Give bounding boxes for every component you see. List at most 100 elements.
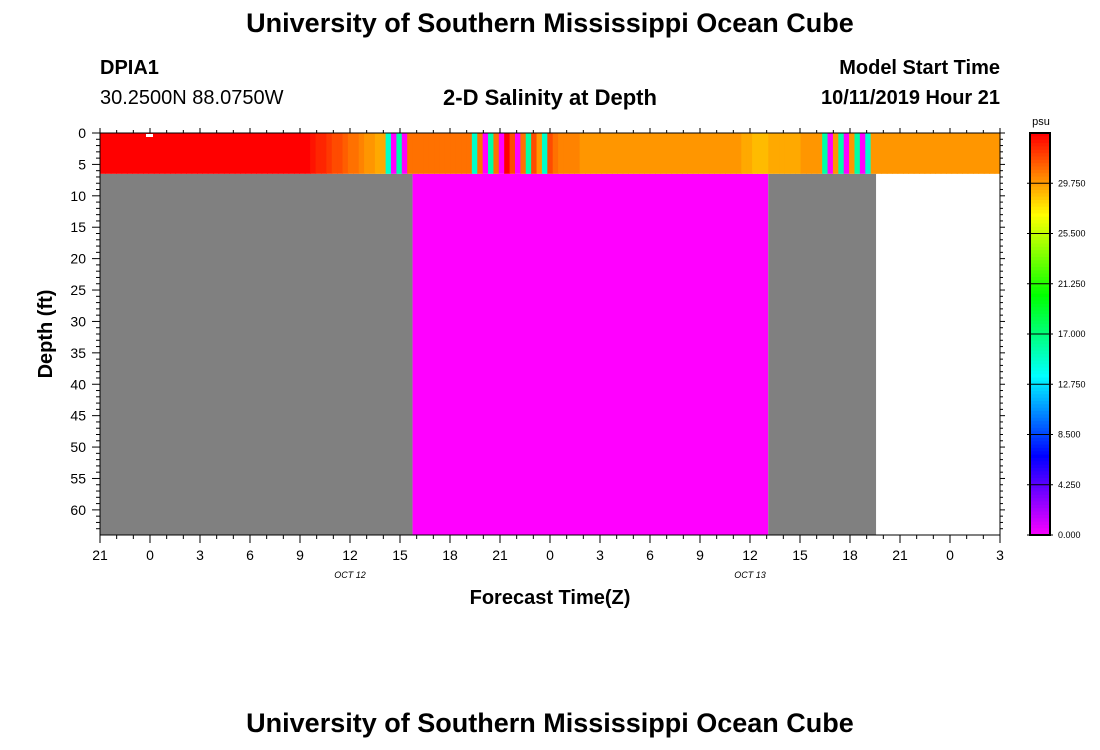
y-tick-label: 55 [70, 470, 86, 486]
colorbar-segment [1030, 173, 1050, 178]
surface-cell [956, 133, 963, 174]
surface-cell [768, 133, 775, 174]
surface-cell [126, 133, 133, 174]
surface-cell [843, 133, 850, 174]
surface-cell [568, 133, 575, 174]
surface-cell [644, 133, 651, 174]
colorbar-segment [1030, 243, 1050, 248]
colorbar-segment [1030, 531, 1050, 536]
surface-cell [353, 133, 360, 174]
surface-cell [962, 133, 969, 174]
colorbar-segment [1030, 478, 1050, 483]
surface-cell [622, 133, 629, 174]
surface-cell [617, 133, 624, 174]
surface-cell [320, 133, 327, 174]
surface-cell [816, 133, 823, 174]
surface-cell [849, 133, 856, 174]
surface-cell [186, 133, 193, 174]
surface-cell [256, 133, 263, 174]
colorbar-segment [1030, 377, 1050, 382]
colorbar-label: 29.750 [1058, 178, 1086, 188]
colorbar-segment [1030, 210, 1050, 215]
surface-cell [450, 133, 457, 174]
colorbar-segment [1030, 344, 1050, 349]
colorbar-segment [1030, 347, 1050, 352]
surface-cell [741, 133, 748, 174]
surface-cell [180, 133, 187, 174]
x-tick-label: 18 [442, 547, 458, 563]
surface-cell [331, 133, 338, 174]
colorbar-segment [1030, 498, 1050, 503]
surface-cell [250, 133, 257, 174]
x-tick-label: 0 [146, 547, 154, 563]
x-tick-label: 21 [892, 547, 908, 563]
x-tick-label: 18 [842, 547, 858, 563]
surface-cell [649, 133, 656, 174]
colorbar-segment [1030, 317, 1050, 322]
surface-cell [590, 133, 597, 174]
x-tick-label: 6 [246, 547, 254, 563]
colorbar-segment [1030, 427, 1050, 432]
surface-cell [364, 133, 371, 174]
surface-cell [234, 133, 241, 174]
colorbar-segment [1030, 169, 1050, 174]
surface-cell [283, 133, 290, 174]
surface-cell [326, 133, 333, 174]
surface-cell [773, 133, 780, 174]
colorbar-segment [1030, 468, 1050, 473]
surface-cell [665, 133, 672, 174]
surface-cell [563, 133, 570, 174]
x-tick-label: 3 [196, 547, 204, 563]
surface-cell [725, 133, 732, 174]
surface-cell [784, 133, 791, 174]
colorbar-segment [1030, 250, 1050, 255]
surface-cell [342, 133, 349, 174]
surface-cell [358, 133, 365, 174]
colorbar-segment [1030, 246, 1050, 252]
x-date-label: OCT 12 [334, 570, 366, 580]
colorbar-segment [1030, 233, 1050, 238]
colorbar-segment [1030, 481, 1050, 486]
surface-cell [870, 133, 877, 174]
surface-cell [983, 133, 990, 174]
surface-cell [655, 133, 662, 174]
surface-cell [240, 133, 247, 174]
x-tick-label: 0 [546, 547, 554, 563]
surface-cell [660, 133, 667, 174]
colorbar-unit: psu [1032, 116, 1050, 128]
colorbar-segment [1030, 454, 1050, 459]
y-tick-label: 25 [70, 282, 86, 298]
surface-cell [417, 133, 424, 174]
surface-cell [881, 133, 888, 174]
y-tick-label: 30 [70, 313, 86, 329]
surface-cell [466, 133, 473, 174]
surface-cell [682, 133, 689, 174]
model-start-time: 10/11/2019 Hour 21 [820, 87, 1000, 109]
surface-cell [396, 133, 403, 174]
surface-cell [401, 133, 408, 174]
surface-cell [159, 133, 166, 174]
surface-cell [105, 133, 112, 174]
surface-cell [789, 133, 796, 174]
y-tick-label: 35 [70, 345, 86, 361]
surface-cell [267, 133, 274, 174]
colorbar-segment [1030, 260, 1050, 265]
colorbar-segment [1030, 370, 1050, 375]
surface-cell [902, 133, 909, 174]
surface-cell [153, 133, 160, 174]
colorbar-segment [1030, 220, 1050, 225]
colorbar-label: 21.250 [1058, 279, 1086, 289]
surface-cell [935, 133, 942, 174]
surface-cell [946, 133, 953, 174]
colorbar-segment [1030, 367, 1050, 372]
surface-cell [703, 133, 710, 174]
y-tick-label: 20 [70, 251, 86, 267]
surface-cell [876, 133, 883, 174]
colorbar-label: 17.000 [1058, 329, 1086, 339]
colorbar-segment [1030, 310, 1050, 315]
surface-cell [536, 133, 543, 174]
colorbar-segment [1030, 327, 1050, 332]
colorbar-segment [1030, 444, 1050, 449]
surface-cell [913, 133, 920, 174]
page-title: University of Southern Mississippi Ocean… [246, 8, 854, 38]
